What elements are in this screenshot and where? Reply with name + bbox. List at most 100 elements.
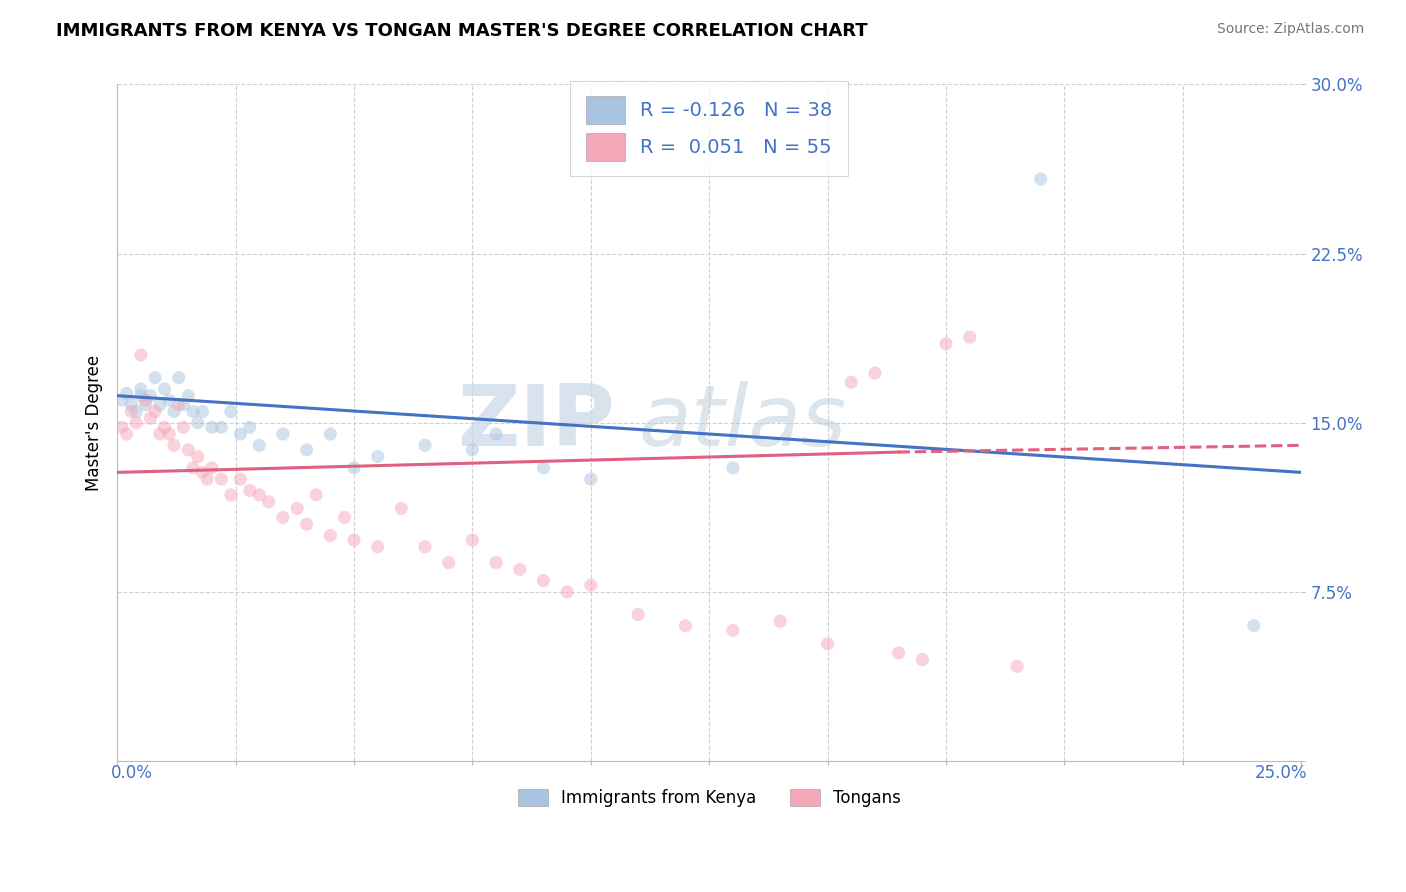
Point (413, 438, 436, 452)
Point (333, 510, 356, 524)
Point (153, 420, 176, 434)
Point (343, 533, 366, 547)
Point (305, 488, 328, 502)
Point (125, 416, 148, 430)
Point (413, 540, 436, 554)
Point (769, 614, 792, 628)
Point (191, 404, 214, 418)
Point (1005, 659, 1028, 673)
Point (177, 389, 200, 403)
Point (295, 517, 318, 532)
Point (143, 404, 166, 418)
Point (201, 420, 224, 434)
Point (343, 461, 366, 475)
Y-axis label: Master's Degree: Master's Degree (86, 355, 103, 491)
Point (367, 540, 389, 554)
Point (1029, 172, 1052, 186)
Point (129, 389, 152, 403)
Point (533, 461, 555, 475)
Point (485, 427, 508, 442)
Point (817, 637, 839, 651)
Point (295, 442, 318, 457)
Point (271, 427, 294, 442)
Point (187, 416, 209, 430)
Point (721, 624, 744, 638)
Point (195, 472, 218, 486)
Point (115, 386, 138, 401)
Point (139, 389, 162, 403)
Point (191, 466, 214, 480)
Point (167, 370, 190, 384)
Point (173, 398, 195, 412)
Point (129, 382, 152, 396)
Point (135, 398, 157, 412)
Text: 0.0%: 0.0% (111, 764, 153, 782)
Text: ZIP: ZIP (457, 381, 614, 464)
Point (533, 574, 555, 588)
Point (219, 488, 242, 502)
Point (157, 427, 180, 442)
Point (173, 420, 195, 434)
Point (229, 472, 252, 486)
Point (153, 382, 176, 396)
Point (271, 510, 294, 524)
Point (143, 370, 166, 384)
Point (111, 420, 134, 434)
Point (129, 348, 152, 362)
Point (135, 393, 157, 408)
Point (461, 533, 484, 547)
Point (177, 442, 200, 457)
Point (209, 420, 232, 434)
Point (247, 488, 270, 502)
Point (149, 427, 172, 442)
Point (675, 619, 697, 633)
Point (229, 427, 252, 442)
Point (319, 528, 342, 542)
Point (367, 450, 389, 464)
Text: atlas: atlas (638, 381, 846, 464)
Point (319, 427, 342, 442)
Point (285, 501, 308, 516)
Point (579, 578, 602, 592)
Point (1243, 619, 1265, 633)
Point (181, 404, 204, 418)
Point (437, 556, 460, 570)
Point (247, 438, 270, 452)
Point (485, 556, 508, 570)
Point (167, 398, 190, 412)
Point (209, 472, 232, 486)
Point (555, 585, 578, 599)
Point (721, 461, 744, 475)
Point (627, 607, 650, 622)
Point (115, 427, 138, 442)
Point (839, 375, 862, 389)
Legend: Immigrants from Kenya, Tongans: Immigrants from Kenya, Tongans (510, 782, 907, 814)
Point (125, 404, 148, 418)
Text: 25.0%: 25.0% (1254, 764, 1308, 782)
Point (887, 646, 910, 660)
Point (461, 442, 484, 457)
Point (111, 393, 134, 408)
Point (120, 398, 142, 412)
Point (239, 420, 262, 434)
Point (911, 652, 934, 666)
Point (157, 393, 180, 408)
Point (509, 562, 531, 576)
Point (163, 438, 186, 452)
Text: IMMIGRANTS FROM KENYA VS TONGAN MASTER'S DEGREE CORRELATION CHART: IMMIGRANTS FROM KENYA VS TONGAN MASTER'S… (56, 22, 868, 40)
Point (149, 398, 172, 412)
Point (201, 461, 224, 475)
Point (257, 494, 280, 508)
Point (935, 336, 957, 351)
Point (959, 330, 981, 344)
Point (139, 411, 162, 425)
Point (239, 483, 262, 498)
Point (187, 450, 209, 464)
Point (219, 404, 242, 418)
Point (163, 404, 186, 418)
Text: Source: ZipAtlas.com: Source: ZipAtlas.com (1216, 22, 1364, 37)
Point (863, 366, 886, 380)
Point (120, 404, 142, 418)
Point (389, 501, 412, 516)
Point (579, 472, 602, 486)
